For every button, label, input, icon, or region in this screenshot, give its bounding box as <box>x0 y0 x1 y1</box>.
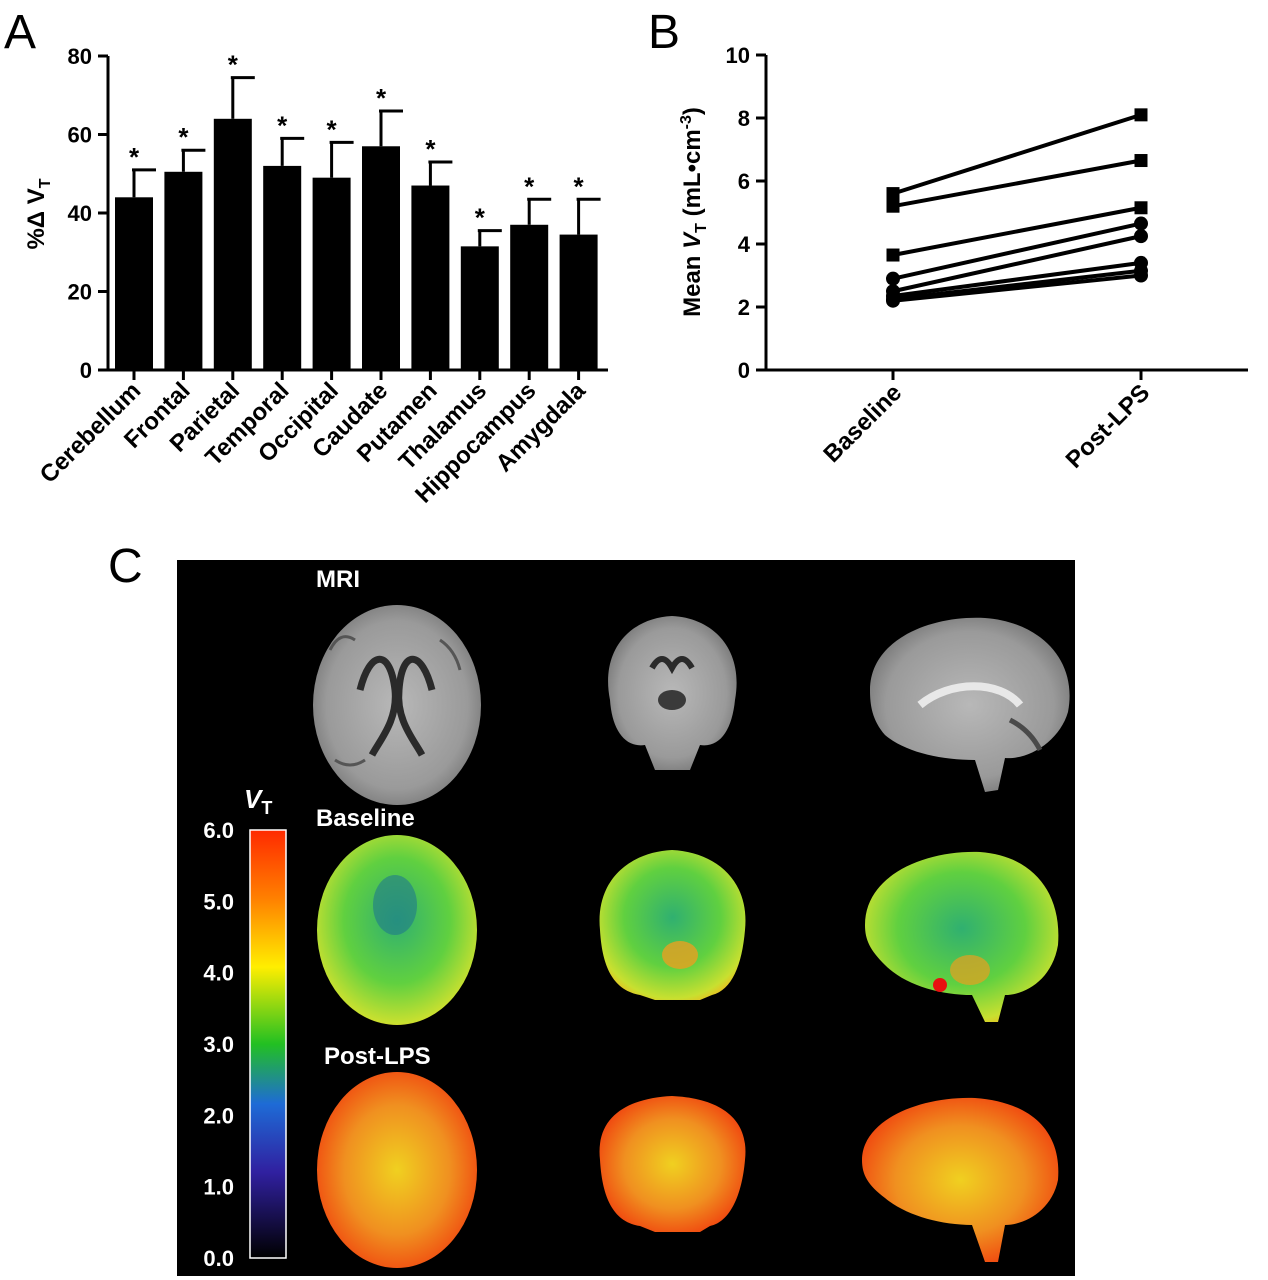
mri-sagittal-image <box>870 617 1070 792</box>
post-lps-sagittal-image <box>862 1097 1059 1262</box>
panel-label-a: A <box>4 6 36 59</box>
bar-chart-y-tick-label: 80 <box>68 44 92 69</box>
line-chart-y-tick-label: 4 <box>738 232 751 257</box>
line-chart-category-label: Post-LPS <box>1061 379 1156 474</box>
mri-axial-image <box>313 605 481 805</box>
mri-coronal-image <box>608 616 737 770</box>
bar <box>115 197 153 370</box>
baseline-coronal-image <box>599 850 746 1000</box>
line-chart-y-tick-label: 8 <box>738 106 750 131</box>
bar <box>312 177 351 370</box>
baseline-axial-image <box>317 835 477 1025</box>
post-lps-coronal-image <box>599 1096 746 1232</box>
colorbar-tick-label: 6.0 <box>203 818 234 843</box>
bar <box>510 224 549 370</box>
colorbar-tick-label: 1.0 <box>203 1175 234 1200</box>
bar <box>559 234 598 370</box>
subject-line <box>892 234 1142 294</box>
post-lps-axial-image <box>317 1072 477 1268</box>
line-chart-y-tick-label: 2 <box>738 295 750 320</box>
square-marker <box>886 199 900 213</box>
significance-star: * <box>228 50 239 80</box>
subject-line <box>892 205 1142 257</box>
colorbar-tick-label: 5.0 <box>203 889 234 914</box>
colorbar <box>249 829 287 1259</box>
line-chart-y-tick-label: 6 <box>738 169 750 194</box>
bar <box>164 171 203 370</box>
significance-star: * <box>376 83 387 113</box>
bar-chart-y-tick-label: 20 <box>68 280 92 305</box>
significance-star: * <box>524 171 535 201</box>
colorbar-tick-label: 0.0 <box>203 1246 234 1271</box>
bar-chart-panel-a: %Δ VT 020406080*Cerebellum*Frontal*Parie… <box>23 44 608 508</box>
bar <box>362 146 400 370</box>
row-label-post-lps: Post-LPS <box>324 1043 431 1070</box>
circle-marker <box>886 293 900 308</box>
panel-label-b: B <box>648 6 680 59</box>
significance-star: * <box>574 171 585 201</box>
colorbar-tick-label: 3.0 <box>203 1032 234 1057</box>
colorbar-label: VT <box>244 784 272 818</box>
circle-marker <box>1134 268 1148 283</box>
line-chart-y-tick-label: 0 <box>738 358 750 383</box>
bar <box>213 118 252 370</box>
square-marker <box>886 248 900 262</box>
subject-line <box>892 260 1142 298</box>
subject-line <box>892 268 1142 302</box>
subject-line <box>892 221 1142 281</box>
square-marker <box>1134 108 1148 122</box>
bar-chart-y-tick-label: 0 <box>80 358 92 383</box>
circle-marker <box>1134 216 1148 231</box>
significance-star: * <box>475 203 486 233</box>
baseline-sagittal-image <box>865 851 1059 1022</box>
significance-star: * <box>129 142 140 172</box>
line-chart-y-tick-label: 10 <box>726 43 750 68</box>
significance-star: * <box>178 122 189 152</box>
circle-marker <box>1134 229 1148 244</box>
bar <box>460 246 499 370</box>
line-chart-y-axis-label: Mean VT (mL•cm-3) <box>678 107 710 317</box>
line-chart-category-label: Baseline <box>818 379 907 468</box>
subject-line <box>892 273 1142 303</box>
panel-label-c: C <box>108 540 143 593</box>
significance-star: * <box>277 110 288 140</box>
row-label-baseline: Baseline <box>316 805 415 832</box>
square-marker <box>1134 154 1148 168</box>
colorbar-tick-label: 2.0 <box>203 1103 234 1128</box>
square-marker <box>886 187 900 201</box>
colorbar-tick-label: 4.0 <box>203 961 234 986</box>
significance-star: * <box>327 114 338 144</box>
square-marker <box>1134 201 1148 215</box>
subject-line <box>892 112 1142 196</box>
bar-chart-y-axis-label: %Δ VT <box>23 178 54 249</box>
row-label-mri: MRI <box>316 566 360 593</box>
bar-chart-y-tick-label: 40 <box>68 201 92 226</box>
bar <box>411 185 450 370</box>
line-chart-panel-b: Mean VT (mL•cm-3) 0 2 4 6 8 10 Baseline Post-LP… <box>678 43 1248 474</box>
bar-chart-y-tick-label: 60 <box>68 123 92 148</box>
subject-line <box>892 158 1142 209</box>
bar <box>263 165 302 370</box>
significance-star: * <box>425 134 436 164</box>
brain-images-panel-c: MRI Baseline Post-LPS VT 6.0 5.0 4.0 3.0 2.0… <box>177 560 1075 1276</box>
circle-marker <box>886 271 900 286</box>
